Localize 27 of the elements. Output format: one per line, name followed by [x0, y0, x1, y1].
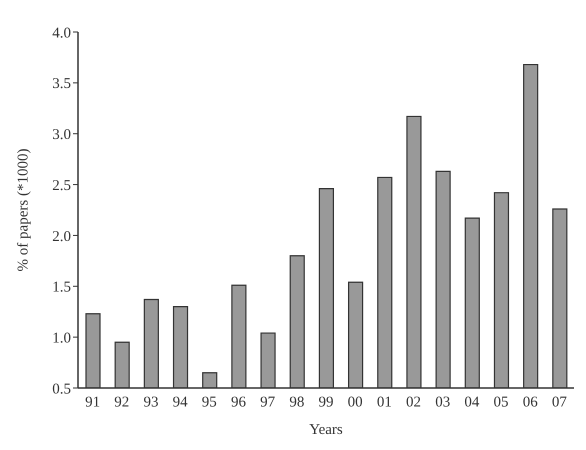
y-tick-label: 2.5	[52, 178, 71, 194]
y-tick-label: 2.0	[52, 228, 71, 245]
x-tick-label: 04	[464, 394, 480, 411]
x-tick-label: 95	[202, 394, 217, 411]
x-tick-label: 94	[172, 394, 188, 411]
y-tick-label: 3.0	[52, 127, 71, 144]
x-tick-label: 07	[552, 394, 568, 411]
y-tick-label: 1.5	[52, 280, 71, 296]
y-axis-title: % of papers (*1000)	[15, 148, 32, 272]
x-tick-label: 06	[522, 394, 538, 411]
x-tick-label: 02	[406, 394, 422, 411]
x-tick-label: 92	[114, 394, 130, 411]
x-tick-label: 97	[260, 394, 276, 411]
y-tick-label: 3.5	[52, 76, 71, 92]
x-tick-label: 96	[230, 394, 246, 411]
x-axis-title: Years	[309, 422, 343, 438]
x-tick-label: 01	[376, 394, 392, 411]
x-tick-label: 99	[318, 394, 334, 411]
x-tick-label: 93	[143, 394, 158, 411]
x-tick-label: 91	[85, 394, 100, 411]
x-tick-label: 98	[289, 394, 304, 411]
x-tick-label: 05	[494, 394, 509, 411]
y-tick-label: 0.5	[52, 381, 71, 398]
y-tick-label: 1.0	[52, 330, 71, 346]
y-tick-label: 4.0	[52, 25, 71, 42]
x-tick-label: 00	[348, 394, 363, 411]
x-tick-label: 03	[435, 394, 450, 411]
